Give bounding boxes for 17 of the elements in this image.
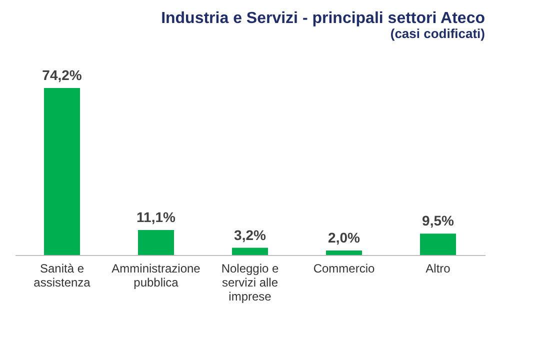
bar [232, 248, 268, 255]
bar [420, 234, 456, 255]
data-label: 9,5% [422, 212, 454, 229]
bar [326, 250, 362, 255]
data-label: 74,2% [42, 67, 82, 84]
x-tick-label: Commercio [313, 262, 375, 276]
data-label: 3,2% [234, 226, 266, 243]
chart-title: Industria e Servizi - principali settori Ateco [161, 10, 486, 28]
x-tick-label: Amministrazione pubblica [112, 262, 201, 290]
x-tick-label: Sanità e assistenza [34, 262, 91, 290]
chart-subtitle: (casi codificati) [390, 26, 485, 42]
bar [138, 230, 174, 255]
data-label: 11,1% [136, 209, 176, 226]
x-tick-label: Altro [426, 262, 451, 276]
bar [44, 88, 80, 255]
data-label: 2,0% [328, 230, 360, 246]
x-tick-label: Noleggio e servizi alle imprese [221, 262, 280, 304]
